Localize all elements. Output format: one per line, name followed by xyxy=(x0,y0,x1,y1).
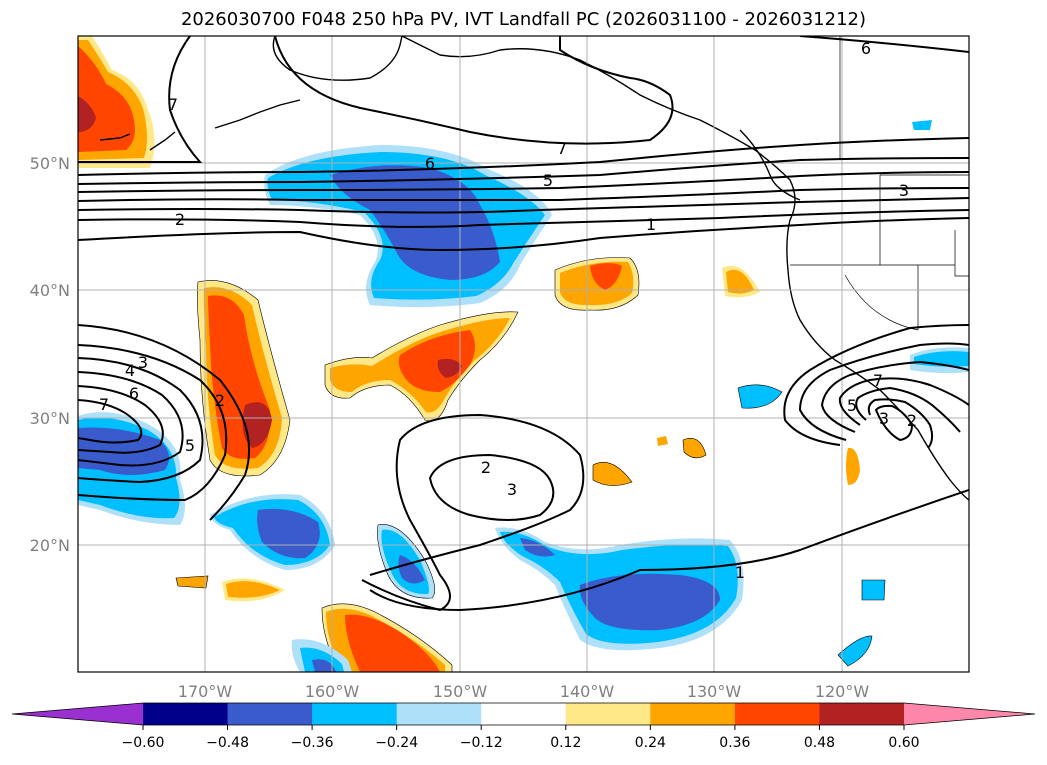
colorbar-tick-label: −0.36 xyxy=(291,735,334,751)
colorbar-segment xyxy=(227,703,313,725)
lat-axis-labels: 50°N 40°N 30°N 20°N xyxy=(30,154,70,555)
colorbar-tick-label: 0.60 xyxy=(888,735,919,751)
colorbar-tick-label: 0.24 xyxy=(635,735,666,751)
colorbar-tick-label: 0.36 xyxy=(719,735,750,751)
contour-label: 6 xyxy=(425,154,435,173)
lat-label: 20°N xyxy=(30,536,70,555)
colorbar-segment xyxy=(396,703,482,725)
colorbar-tick-label: −0.48 xyxy=(206,735,249,751)
map-frame xyxy=(77,35,970,673)
colorbar-segment xyxy=(481,703,567,725)
contour-label: 7 xyxy=(557,139,567,158)
lat-label: 40°N xyxy=(30,281,70,300)
contour-label: 5 xyxy=(185,436,195,455)
contour-label: 2 xyxy=(215,391,225,410)
contour-label: 7 xyxy=(168,95,178,114)
colorbar-segment xyxy=(734,703,820,725)
colorbar-extend-high xyxy=(904,703,1035,725)
colorbar-segment xyxy=(565,703,651,725)
contour-label: 6 xyxy=(129,384,139,403)
colorbar: −0.60 −0.48 −0.36 −0.24 −0.12 0.12 0.24 0.36 0.4… xyxy=(11,702,1036,751)
contour-label: 7 xyxy=(99,395,109,414)
contour-label: 2 xyxy=(175,210,185,229)
contour-label: 7 xyxy=(873,371,883,390)
colorbar-segment xyxy=(143,703,229,725)
contour-label: 3 xyxy=(899,181,909,200)
lon-label: 140°W xyxy=(560,682,615,701)
colorbar-tick-label: 0.12 xyxy=(550,735,581,751)
contour-label: 4 xyxy=(125,361,135,380)
colorbar-segment xyxy=(650,703,736,725)
contour-label: 1 xyxy=(735,563,745,582)
contour-label: 3 xyxy=(507,480,517,499)
positive-anomaly-field xyxy=(78,36,860,672)
contour-label: 3 xyxy=(138,353,148,372)
lon-label: 170°W xyxy=(178,682,233,701)
contour-label: 2 xyxy=(907,411,917,430)
contour-label: 5 xyxy=(847,396,857,415)
lat-label: 50°N xyxy=(30,154,70,173)
lon-label: 160°W xyxy=(305,682,360,701)
colorbar-tick-label: −0.24 xyxy=(375,735,418,751)
contour-label: 1 xyxy=(646,215,656,234)
chart-title: 2026030700 F048 250 hPa PV, IVT Landfall… xyxy=(180,9,867,30)
lon-axis-labels: 170°W 160°W 150°W 140°W 130°W 120°W xyxy=(178,682,870,701)
lon-label: 120°W xyxy=(815,682,870,701)
contour-label: 3 xyxy=(879,409,889,428)
colorbar-segment xyxy=(312,703,398,725)
contour-label: 6 xyxy=(861,39,871,58)
contour-label: 5 xyxy=(543,171,553,190)
contour-label: 2 xyxy=(481,458,491,477)
colorbar-segment xyxy=(819,703,905,725)
state-borders xyxy=(790,36,969,331)
colorbar-tick-label: 0.48 xyxy=(804,735,835,751)
lat-label: 30°N xyxy=(30,409,70,428)
colorbar-tick-label: −0.12 xyxy=(460,735,503,751)
contour-lines xyxy=(78,36,969,612)
colorbar-extend-low xyxy=(12,703,143,725)
colorbar-tick-label: −0.60 xyxy=(122,735,165,751)
map-area xyxy=(78,36,969,672)
lon-label: 150°W xyxy=(433,682,488,701)
lon-label: 130°W xyxy=(687,682,742,701)
